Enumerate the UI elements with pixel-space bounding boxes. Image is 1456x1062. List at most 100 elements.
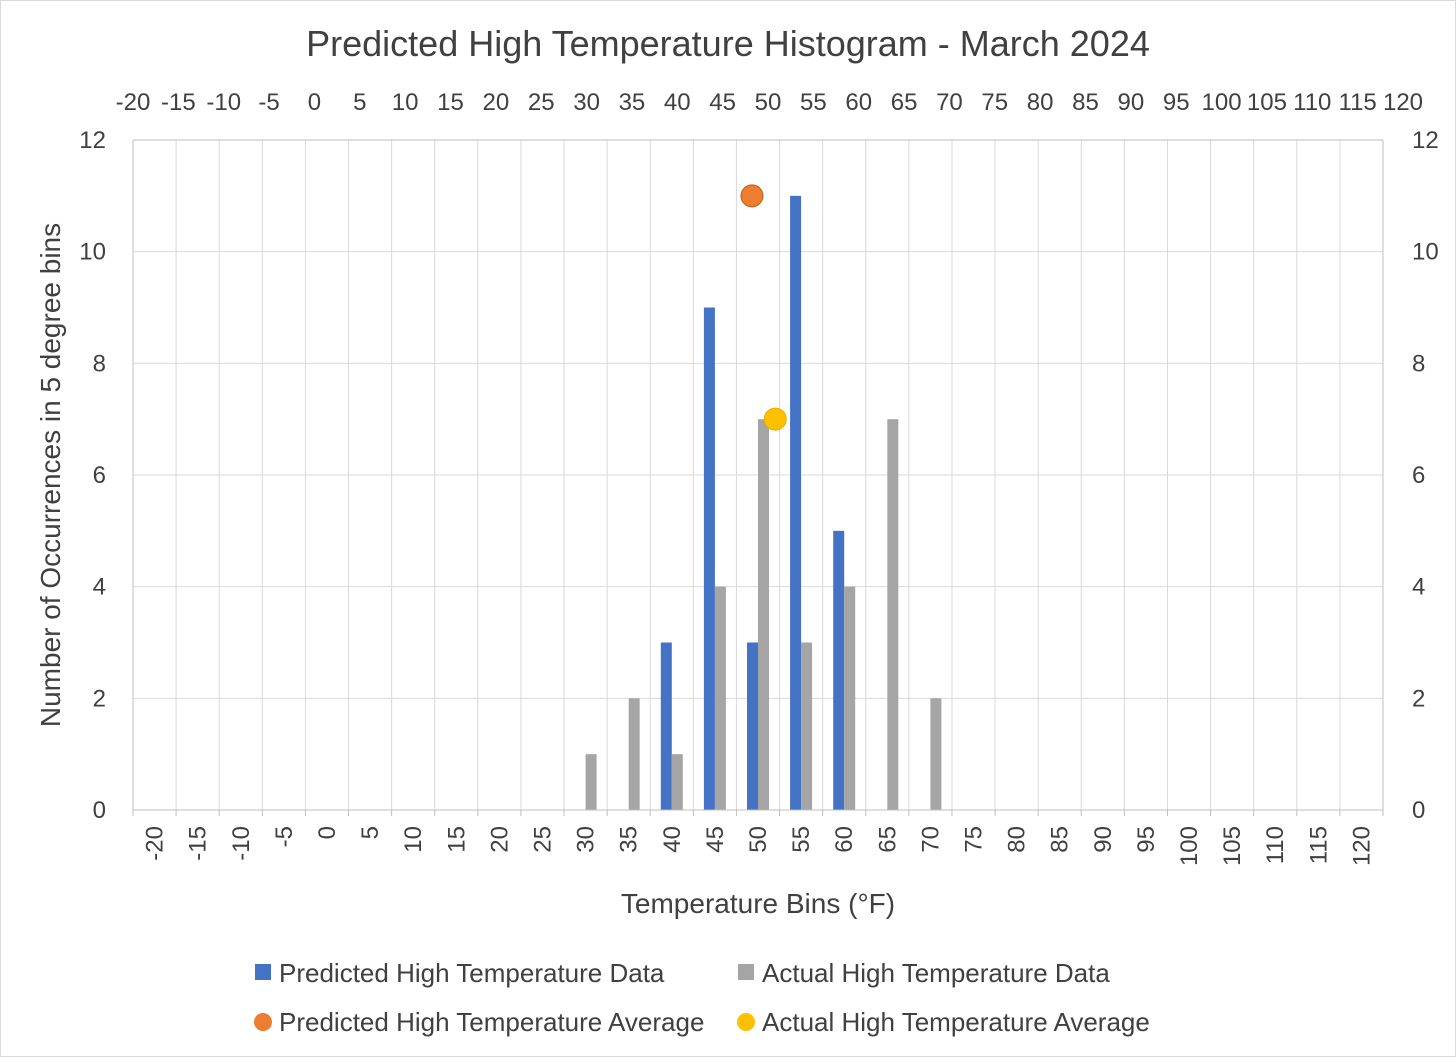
actual-bar-70	[930, 698, 942, 810]
top-axis-label: 35	[619, 89, 646, 116]
top-axis-label: 65	[891, 89, 918, 116]
x-tick-label: 60	[831, 826, 858, 853]
top-axis-label: 120	[1383, 89, 1423, 116]
x-tick-label: 80	[1004, 826, 1031, 853]
top-axis-label: 40	[664, 89, 691, 116]
y-axis-title: Number of Occurrences in 5 degree bins	[35, 223, 66, 727]
x-tick-label: 100	[1176, 826, 1203, 866]
legend-marker	[737, 1013, 755, 1031]
y-tick-label-left: 8	[93, 350, 106, 377]
x-tick-label: 35	[616, 826, 643, 853]
top-axis-label: 55	[800, 89, 827, 116]
x-tick-label: 105	[1219, 826, 1246, 866]
x-tick-label: 30	[573, 826, 600, 853]
legend-item: Actual High Temperature Average	[737, 1007, 1150, 1037]
legend-item: Predicted High Temperature Data	[255, 958, 665, 988]
x-tick-label: 85	[1047, 826, 1074, 853]
y-tick-label-right: 10	[1412, 239, 1439, 266]
x-tick-label: -5	[271, 826, 298, 847]
x-tick-label: 110	[1262, 826, 1289, 864]
x-tick-label: 75	[961, 826, 988, 853]
legend-label: Actual High Temperature Average	[762, 1007, 1150, 1037]
legend-label: Actual High Temperature Data	[762, 958, 1110, 988]
y-tick-label-right: 4	[1412, 574, 1425, 601]
x-tick-label: 90	[1090, 826, 1117, 853]
top-axis-label: 15	[437, 89, 464, 116]
x-tick-label: 5	[357, 826, 384, 839]
top-axis-label: 5	[353, 89, 366, 116]
x-tick-label: 115	[1305, 826, 1332, 864]
x-tick-label: 95	[1133, 826, 1160, 853]
legend-swatch	[738, 964, 754, 980]
y-tick-label-left: 6	[93, 462, 106, 489]
top-axis-label: 85	[1072, 89, 1099, 116]
legend-label: Predicted High Temperature Data	[279, 958, 665, 988]
y-tick-label-left: 12	[79, 127, 106, 154]
top-axis-label: -15	[161, 89, 196, 116]
legend-label: Predicted High Temperature Average	[279, 1007, 704, 1037]
actual-bar-40	[671, 754, 683, 810]
top-axis-label: 60	[845, 89, 872, 116]
actual-bar-55	[801, 642, 813, 810]
top-axis-label: 80	[1027, 89, 1054, 116]
x-tick-label: 0	[314, 826, 341, 839]
actual-average-point	[763, 407, 787, 431]
x-tick-label: 45	[702, 826, 729, 853]
legend-swatch	[255, 964, 271, 980]
x-tick-label: 15	[443, 826, 470, 853]
top-axis-label: 110	[1293, 89, 1331, 116]
top-axis-label: 115	[1339, 89, 1377, 116]
bars	[585, 195, 942, 811]
top-axis-label: 50	[755, 89, 782, 116]
y-tick-label-left: 2	[93, 685, 106, 712]
x-tick-label: -20	[142, 826, 169, 861]
top-axis-label: 90	[1118, 89, 1145, 116]
top-axis-label: 0	[308, 89, 321, 116]
predicted-bar-50	[747, 642, 758, 810]
y-tick-label-left: 0	[93, 797, 106, 824]
x-tick-label: 120	[1348, 826, 1375, 866]
y-tick-label-left: 10	[79, 239, 106, 266]
top-axis-label: 45	[709, 89, 736, 116]
legend-marker	[254, 1013, 272, 1031]
x-axis-title: Temperature Bins (°F)	[621, 888, 895, 919]
x-tick-label: 40	[659, 826, 686, 853]
top-axis-label: -5	[258, 89, 279, 116]
top-axis-label: 30	[573, 89, 600, 116]
chart-title: Predicted High Temperature Histogram - M…	[306, 23, 1150, 64]
top-axis-label: 100	[1202, 89, 1242, 116]
x-tick-label: -10	[228, 826, 255, 861]
x-tick-label: 20	[486, 826, 513, 853]
x-tick-label: 50	[745, 826, 772, 853]
top-axis-label: 105	[1247, 89, 1287, 116]
top-axis-label: 95	[1163, 89, 1190, 116]
average-points	[740, 184, 787, 431]
legend-item: Predicted High Temperature Average	[254, 1007, 704, 1037]
predicted-bar-40	[660, 642, 672, 810]
x-tick-label: 65	[874, 826, 901, 853]
top-axis-label: -10	[206, 89, 241, 116]
actual-bar-35	[628, 698, 640, 810]
actual-bar-50	[758, 419, 769, 810]
y-tick-label-right: 8	[1412, 350, 1425, 377]
top-axis-label: 70	[936, 89, 963, 116]
actual-bar-60	[844, 586, 856, 810]
predicted-bar-60	[833, 530, 845, 810]
x-tick-label: 25	[529, 826, 556, 853]
predicted-bar-55	[790, 195, 802, 811]
predicted-average-point	[740, 184, 764, 208]
axes: 0 0 2 2 4 4 6 6 8 8 10 10 12 12 -20 -15 -10 -5 0 5 10 15 20 25 3…	[79, 89, 1438, 866]
y-tick-label-right: 2	[1412, 685, 1425, 712]
legend-item: Actual High Temperature Data	[738, 958, 1110, 988]
top-axis-label: 20	[483, 89, 510, 116]
x-tick-label: 55	[788, 826, 815, 853]
predicted-bar-45	[703, 307, 715, 810]
top-axis-label: -20	[116, 89, 151, 116]
legend: Predicted High Temperature Data Actual Hi…	[254, 958, 1150, 1037]
x-tick-label: -15	[185, 826, 212, 861]
y-tick-label-right: 6	[1412, 462, 1425, 489]
top-axis-label: 75	[981, 89, 1008, 116]
